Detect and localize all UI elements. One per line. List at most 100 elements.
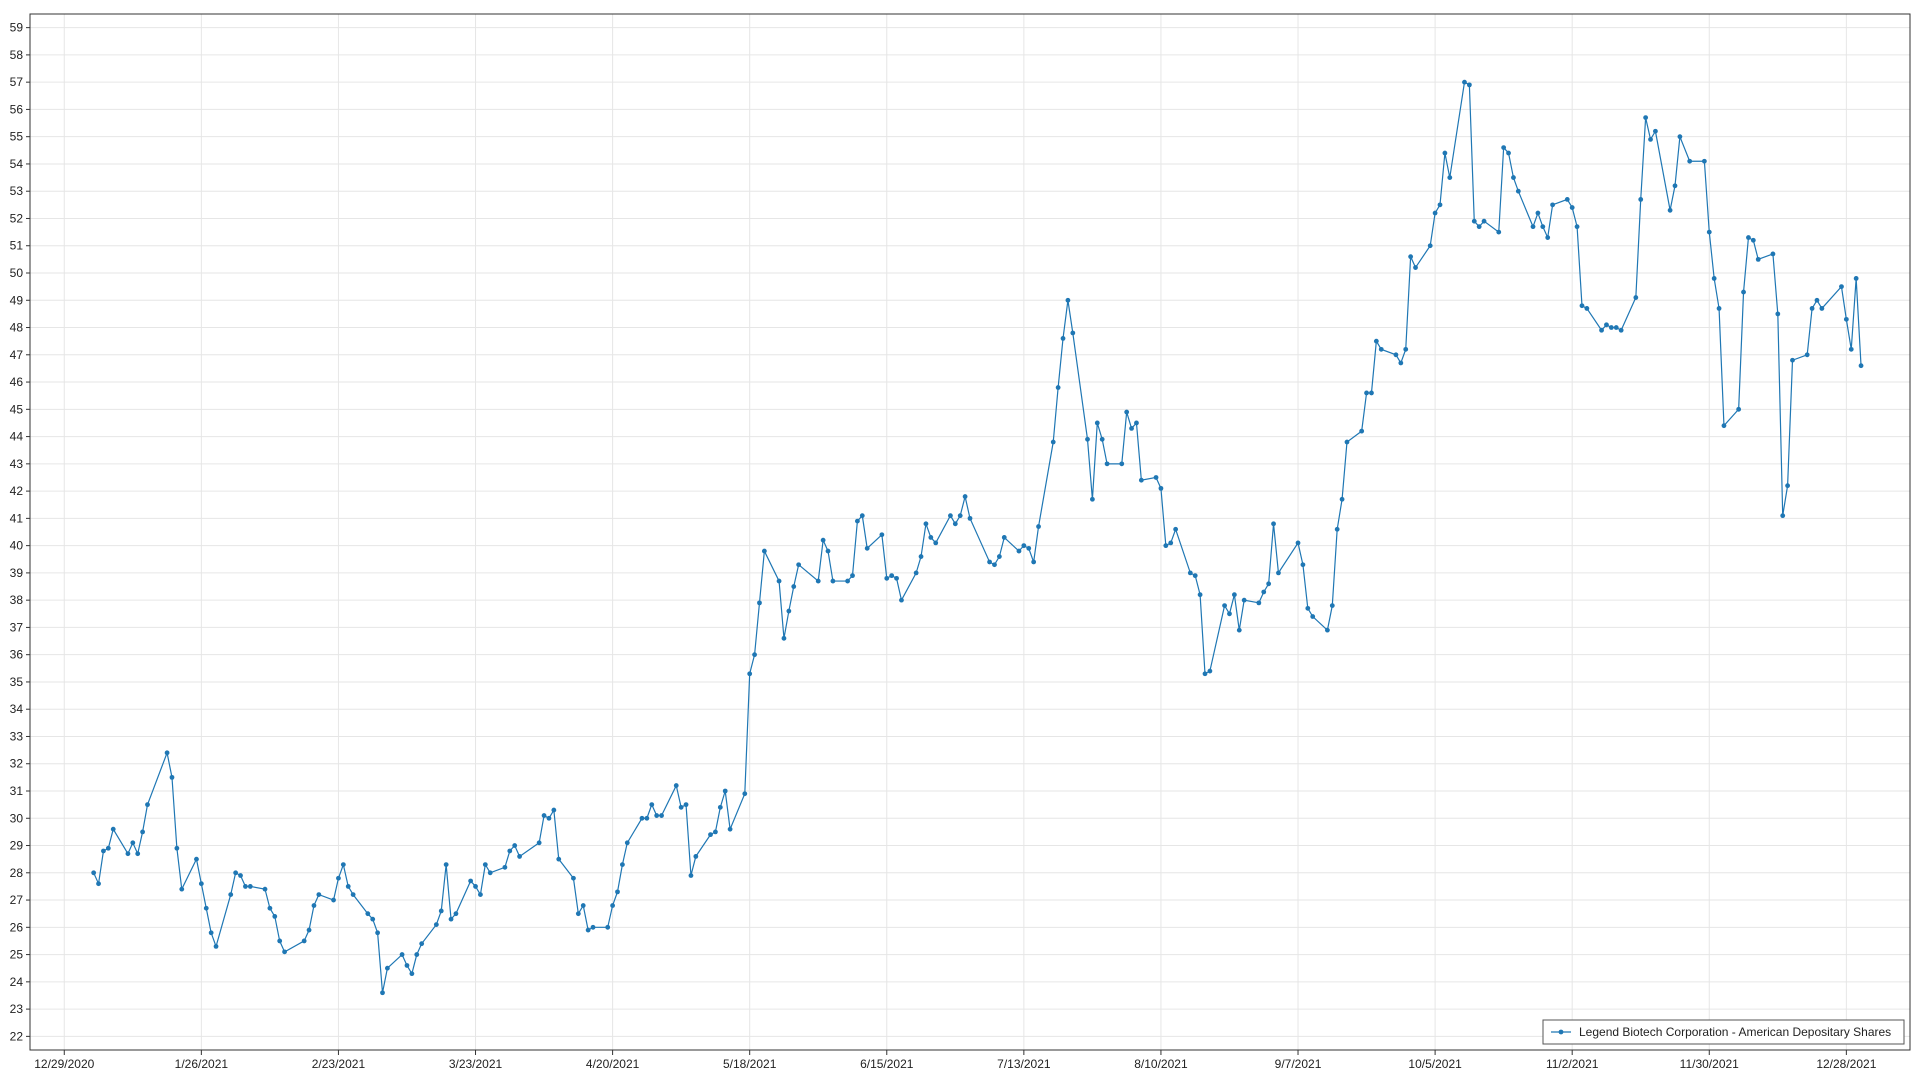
data-point [796, 562, 802, 568]
data-point [350, 892, 356, 897]
data-point [1026, 545, 1032, 551]
y-tick-label: 39 [10, 566, 24, 580]
data-point [1168, 540, 1174, 546]
data-point [1099, 436, 1105, 442]
data-point [1359, 428, 1365, 434]
data-point [1334, 526, 1340, 532]
x-tick-label: 11/30/2021 [1680, 1057, 1739, 1071]
y-tick-label: 51 [10, 239, 24, 253]
data-point [277, 938, 283, 944]
data-point [1158, 485, 1164, 491]
data-point [1408, 254, 1414, 260]
data-point [1413, 265, 1418, 270]
data-point [1163, 543, 1169, 549]
data-point [1222, 603, 1227, 609]
data-point [624, 840, 630, 846]
data-point [1677, 134, 1683, 140]
data-point [639, 815, 645, 821]
data-point [1124, 409, 1130, 415]
data-point [272, 914, 278, 919]
data-point [1506, 150, 1511, 156]
y-tick-label: 28 [10, 866, 24, 880]
data-point [194, 856, 199, 862]
data-point [1447, 175, 1453, 180]
data-point [125, 851, 131, 857]
data-point [1231, 592, 1237, 598]
y-tick-label: 41 [10, 511, 24, 525]
data-point [1667, 207, 1673, 213]
y-tick-label: 57 [10, 75, 24, 89]
data-point [747, 671, 753, 677]
data-point [889, 573, 895, 579]
y-axis: 22 23 24 25 26 27 28 29 30 31 32 33 34 35 36 37 38 39 40 41… [10, 21, 30, 1043]
data-point [203, 905, 209, 911]
data-point [899, 597, 904, 603]
data-point [1785, 483, 1790, 489]
data-point [198, 881, 204, 887]
data-point [659, 813, 664, 818]
data-point [1192, 573, 1198, 579]
data-point [1462, 79, 1467, 85]
data-point [1119, 461, 1125, 467]
data-point [345, 884, 351, 889]
data-point [419, 941, 425, 947]
data-point [1511, 175, 1516, 180]
data-point [96, 881, 101, 887]
data-point [306, 927, 312, 933]
plot-frame [29, 13, 1911, 1051]
data-point [1672, 183, 1678, 189]
data-point [923, 521, 929, 527]
y-tick-label: 45 [10, 402, 24, 416]
data-point [1496, 229, 1502, 235]
data-point [1584, 306, 1590, 311]
data-point [1618, 327, 1624, 333]
data-point [375, 930, 380, 936]
data-point [1207, 668, 1213, 674]
y-tick-label: 37 [10, 620, 24, 634]
data-point [590, 924, 596, 930]
data-point [825, 548, 831, 554]
data-point [1746, 235, 1751, 240]
data-point [536, 840, 542, 846]
data-point [1271, 521, 1276, 527]
data-point [1653, 128, 1658, 134]
data-point [1741, 289, 1746, 295]
data-point [1344, 439, 1350, 445]
y-tick-label: 52 [10, 211, 24, 225]
x-tick-label: 1/26/2021 [175, 1057, 229, 1071]
data-point [267, 905, 273, 911]
data-point [967, 515, 973, 521]
data-point [757, 600, 762, 606]
data-point [962, 494, 968, 499]
data-point [1476, 224, 1482, 230]
data-point [1716, 306, 1722, 311]
y-tick-label: 23 [10, 1002, 24, 1016]
data-point [1775, 311, 1781, 317]
x-tick-label: 9/7/2021 [1275, 1057, 1322, 1071]
y-tick-label: 54 [10, 157, 24, 171]
data-point [654, 813, 660, 818]
data-point [1266, 581, 1272, 587]
data-point [1843, 316, 1849, 322]
data-point [1633, 295, 1639, 300]
data-point [688, 873, 694, 878]
series-layer [91, 79, 1864, 996]
legend-label: Legend Biotech Corporation - American De… [1579, 1025, 1891, 1039]
data-point [1427, 243, 1433, 249]
data-point [1804, 352, 1810, 358]
x-tick-label: 6/15/2021 [860, 1057, 914, 1071]
data-point [546, 815, 552, 821]
data-point [164, 750, 170, 756]
data-point [1153, 475, 1159, 480]
data-point [1780, 513, 1786, 519]
x-tick-label: 12/29/2020 [34, 1057, 94, 1071]
data-point [1574, 224, 1580, 230]
y-tick-label: 43 [10, 457, 24, 471]
data-point [952, 521, 958, 527]
y-tick-label: 22 [10, 1029, 24, 1043]
data-point [1305, 605, 1311, 611]
x-axis: 12/29/2020 1/26/2021 2/23/2021 3/23/2021 4/2… [34, 1050, 1877, 1071]
data-point [580, 903, 586, 908]
data-point [884, 575, 890, 581]
data-point [1276, 570, 1281, 576]
